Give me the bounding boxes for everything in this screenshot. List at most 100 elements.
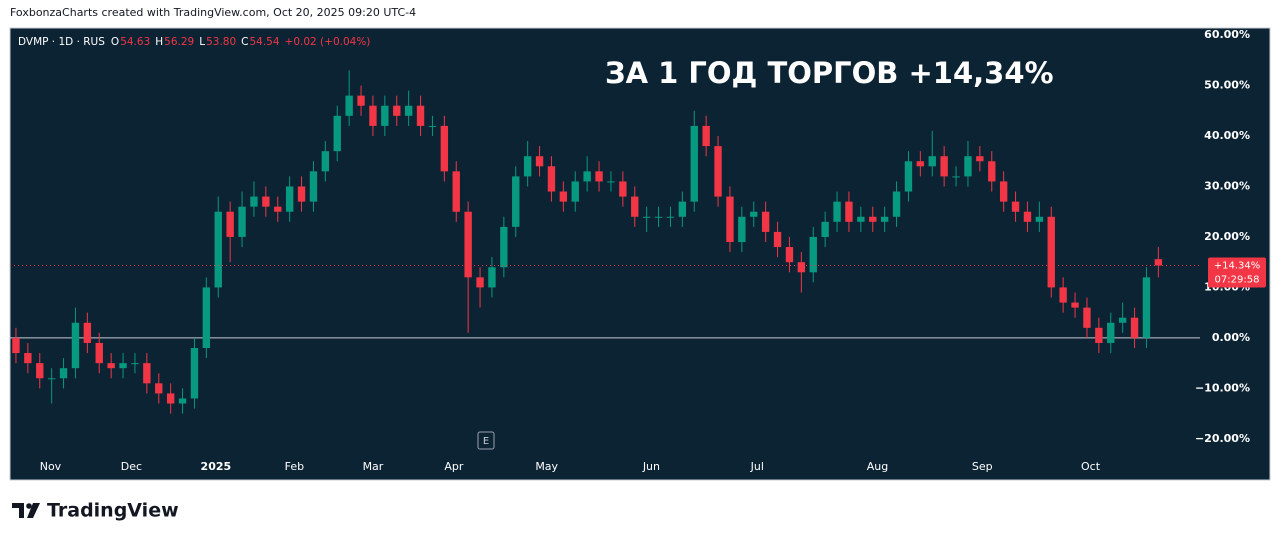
- x-tick-label: Aug: [867, 460, 888, 473]
- candle-body: [95, 342, 103, 364]
- candle-body: [202, 287, 211, 348]
- candle-body: [47, 378, 56, 380]
- candle-body: [12, 337, 20, 354]
- candle-body: [988, 161, 996, 182]
- candle-body: [857, 216, 865, 222]
- candle-body: [666, 216, 675, 218]
- candle-body: [892, 191, 901, 217]
- candle-body: [1118, 317, 1127, 323]
- event-marker: E: [483, 436, 489, 447]
- candle-body: [1035, 216, 1044, 222]
- candle-body: [1107, 322, 1115, 343]
- candle-body: [428, 125, 437, 127]
- candle-body: [571, 181, 579, 202]
- candle-body: [726, 196, 734, 243]
- candle-body: [809, 236, 817, 273]
- candle-body: [964, 156, 972, 177]
- legend-key: H: [155, 36, 163, 48]
- y-tick-label: 20.00%: [1204, 230, 1250, 243]
- candle-body: [500, 226, 508, 268]
- candle-body: [440, 125, 449, 172]
- x-tick-label: Feb: [285, 460, 304, 473]
- legend-key: O: [111, 36, 119, 48]
- candle-body: [309, 171, 318, 202]
- brand: TradingView: [47, 500, 179, 522]
- x-tick-label: May: [535, 460, 558, 473]
- candle-body: [357, 95, 365, 106]
- candle-body: [607, 181, 615, 183]
- x-tick-label: Nov: [40, 460, 62, 473]
- y-tick-label: 60.00%: [1204, 28, 1250, 41]
- candle-body: [1059, 287, 1067, 303]
- x-tick-label: Oct: [1081, 460, 1101, 473]
- candle-body: [845, 201, 853, 222]
- x-tick-label: Jun: [642, 460, 660, 473]
- candle-body: [821, 221, 829, 237]
- candle-body: [642, 216, 651, 218]
- candle-body: [1023, 211, 1032, 222]
- event-marker-box: [477, 431, 495, 450]
- candle-body: [1095, 327, 1103, 343]
- legend-value: 54.54: [249, 36, 279, 48]
- x-tick-label: Jul: [750, 460, 764, 473]
- candle-body: [678, 201, 687, 217]
- candle-body: [178, 398, 187, 404]
- candle-body: [214, 211, 222, 288]
- candle-body: [393, 105, 401, 116]
- candle-body: [1011, 201, 1020, 212]
- candle-body: [416, 105, 425, 126]
- candle-body: [59, 368, 68, 379]
- legend-change: +0.02 (+0.04%): [285, 36, 371, 48]
- candle-body: [750, 211, 758, 217]
- candle-body: [452, 171, 460, 212]
- x-tick-label: Mar: [363, 460, 384, 473]
- candle-body: [595, 171, 603, 182]
- legend-value: 54.63: [120, 36, 150, 48]
- candle-body: [143, 363, 151, 384]
- legend-key: L: [199, 36, 205, 48]
- candle-body: [702, 125, 710, 147]
- y-tick-label: 50.00%: [1204, 79, 1250, 92]
- candle-body: [559, 191, 568, 202]
- candle-body: [952, 176, 960, 178]
- candle-body: [512, 176, 520, 227]
- chart-panel: [9, 27, 1271, 481]
- candle-body: [904, 161, 913, 192]
- candle-body: [690, 125, 698, 202]
- candle-body: [464, 211, 472, 278]
- legend: DVMP · 1D · RUS O 54.63 H 56.29 L 53.80 C 54.54…: [18, 36, 370, 48]
- candle-body: [1071, 302, 1079, 308]
- candle-body: [24, 353, 32, 364]
- last-price-tag: [1208, 257, 1266, 288]
- y-tick-label: 0.00%: [1212, 331, 1250, 344]
- legend-value: 56.29: [164, 36, 194, 48]
- last-price-label: +14.34%: [1214, 261, 1261, 272]
- candle-body: [773, 231, 782, 248]
- candle-body: [36, 363, 44, 379]
- candle-body: [83, 322, 92, 343]
- candle-body: [321, 151, 330, 172]
- candle-body: [785, 247, 794, 263]
- candle-body: [928, 156, 936, 167]
- x-tick-label: Dec: [121, 460, 142, 473]
- candle-body: [404, 105, 413, 116]
- candle-body: [1047, 216, 1055, 288]
- candle-body: [523, 156, 532, 177]
- candle-body: [274, 206, 282, 212]
- candle-body: [107, 363, 115, 369]
- candle-body: [488, 267, 496, 288]
- candle-body: [166, 393, 175, 404]
- candle-body: [1130, 317, 1139, 338]
- annotation: ЗА 1 ГОД ТОРГОВ +14,34%: [605, 56, 1054, 90]
- x-tick-label: 2025: [201, 460, 232, 473]
- candle-body: [381, 105, 389, 126]
- candle-body: [976, 156, 984, 162]
- candle-body: [262, 196, 270, 207]
- candle-body: [131, 363, 139, 365]
- candle-body: [345, 95, 353, 116]
- candle-body: [619, 181, 627, 197]
- legend-value: 53.80: [206, 36, 236, 48]
- candle-body: [547, 166, 556, 192]
- candle-body: [583, 171, 591, 182]
- candle-body: [297, 186, 306, 202]
